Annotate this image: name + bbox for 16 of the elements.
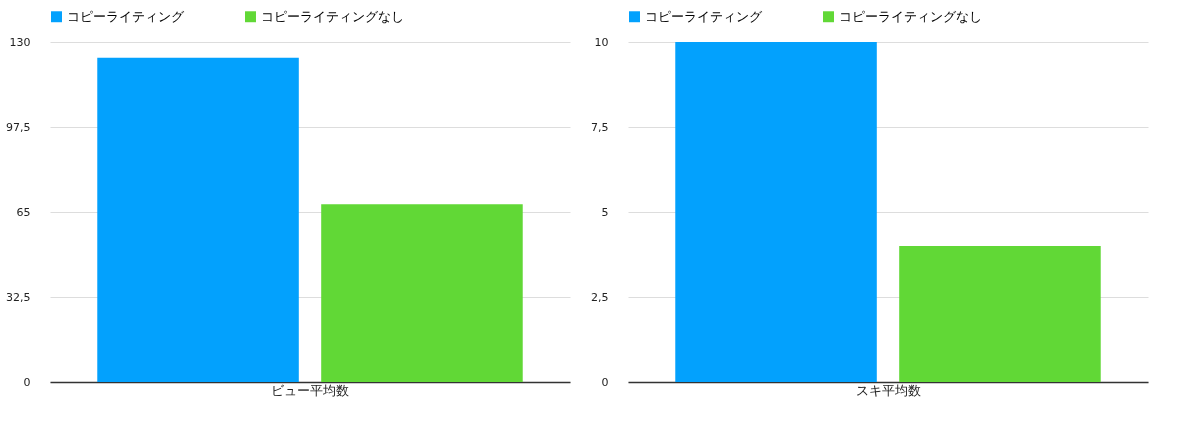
y-tick-label: 10: [594, 35, 609, 49]
y-tick-label: 130: [9, 35, 31, 49]
y-tick-label: 2,5: [591, 290, 609, 304]
y-tick-label: 5: [601, 205, 609, 219]
legend-label: コピーライティング: [645, 8, 763, 24]
y-tick-label: 0: [23, 375, 31, 389]
x-tick-label: ビュー平均数: [271, 382, 349, 398]
y-tick-label: 0: [601, 375, 609, 389]
x-tick-label: スキ平均数: [855, 382, 921, 398]
legend-label: コピーライティングなし: [261, 8, 404, 24]
y-tick-label: 65: [16, 205, 31, 219]
legend-label: コピーライティング: [67, 8, 185, 24]
legend-label: コピーライティングなし: [839, 8, 982, 24]
y-tick-label: 32,5: [6, 290, 31, 304]
y-tick-label: 7,5: [591, 120, 609, 134]
y-tick-label: 97,5: [6, 120, 31, 134]
